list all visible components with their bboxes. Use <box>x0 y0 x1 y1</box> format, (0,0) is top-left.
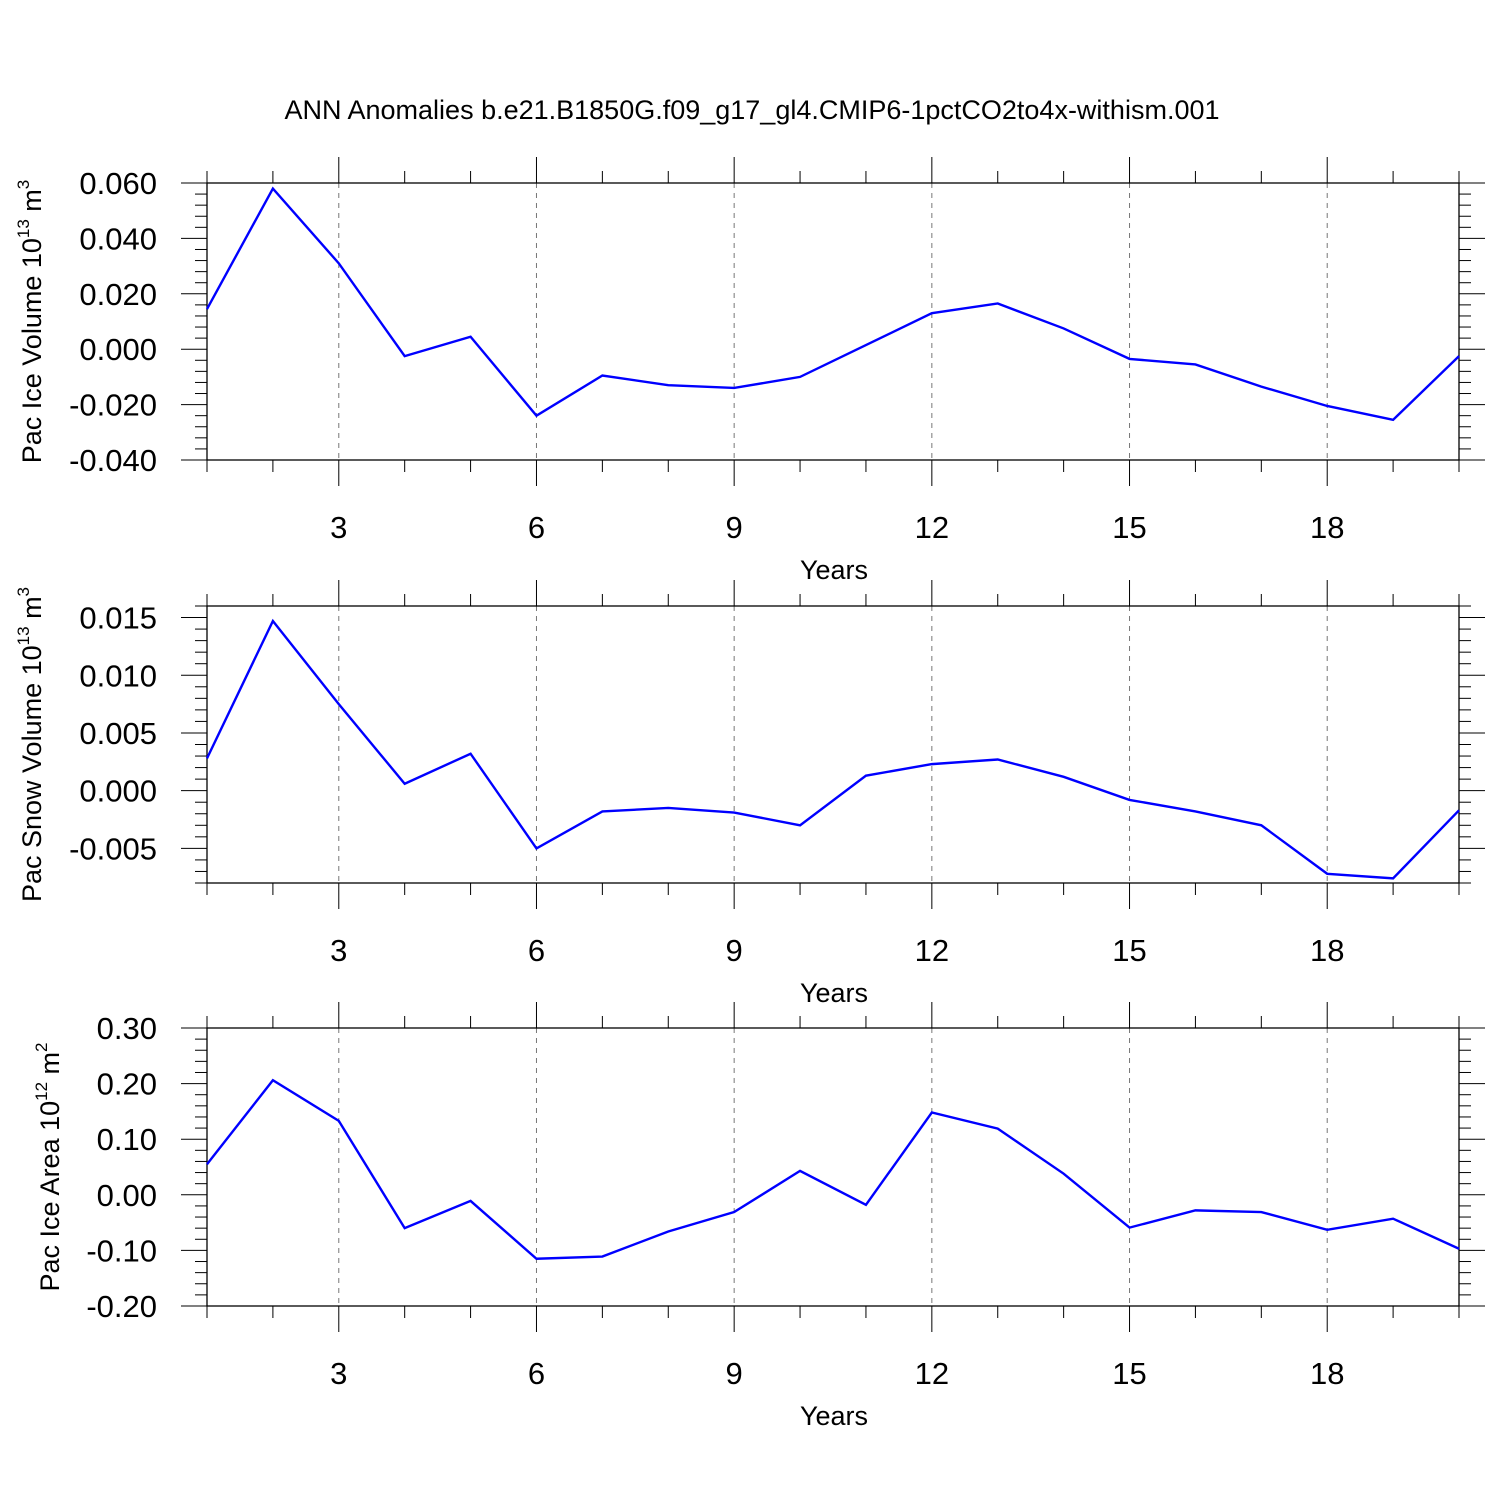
x-tick-label: 6 <box>528 510 545 545</box>
x-tick-label: 3 <box>330 1356 347 1391</box>
x-tick-label: 12 <box>915 510 949 545</box>
x-tick-label: 3 <box>330 510 347 545</box>
x-tick-label: 18 <box>1310 933 1344 968</box>
plot-frame <box>206 1027 1460 1307</box>
x-tick-label: 15 <box>1112 510 1146 545</box>
y-tick-label: -0.20 <box>86 1289 157 1324</box>
plot-frame <box>206 182 1460 461</box>
x-axis-label: Years <box>800 1401 868 1431</box>
series-line <box>206 1078 1460 1260</box>
x-tick-label: 6 <box>528 933 545 968</box>
y-tick-label: 0.00 <box>97 1178 157 1213</box>
x-axis-label: Years <box>800 555 868 585</box>
x-tick-label: 6 <box>528 1356 545 1391</box>
y-tick-label: 0.10 <box>97 1122 157 1157</box>
x-tick-label: 3 <box>330 933 347 968</box>
chart-panel-3: 3 6 9 12 15 18 -0.20 -0.10 0.00 0.10 0.20 0.30 Years… <box>32 1002 1485 1431</box>
x-tick-label: 9 <box>726 933 743 968</box>
y-tick-label: 0.30 <box>97 1011 157 1046</box>
y-tick-label: 0.005 <box>79 716 157 751</box>
x-tick-label: 15 <box>1112 1356 1146 1391</box>
x-tick-label: 12 <box>915 1356 949 1391</box>
figure-title: ANN Anomalies b.e21.B1850G.f09_g17_gl4.C… <box>284 95 1219 125</box>
y-tick-label: -0.10 <box>86 1233 157 1268</box>
chart-panel-2: 3 6 9 12 15 18 -0.005 0.000 0.005 0.010 0.015 Years… <box>14 580 1485 1008</box>
y-tick-label: -0.005 <box>69 831 157 866</box>
y-tick-label: 0.020 <box>79 277 157 312</box>
y-tick-label: 0.015 <box>79 601 157 636</box>
y-tick-label: 0.010 <box>79 658 157 693</box>
y-tick-label: 0.000 <box>79 332 157 367</box>
x-tick-label: 12 <box>915 933 949 968</box>
y-axis-label: Pac Ice Area 1012 m2 <box>32 1042 65 1291</box>
y-tick-label: -0.020 <box>69 388 157 423</box>
x-tick-label: 9 <box>726 510 743 545</box>
y-axis-label: Pac Ice Volume 1013 m3 <box>14 180 47 464</box>
y-tick-label: 0.20 <box>97 1067 157 1102</box>
series-line <box>205 618 1460 880</box>
y-tick-label: 0.000 <box>79 774 157 809</box>
x-axis-label: Years <box>800 978 868 1008</box>
x-tick-label: 18 <box>1310 510 1344 545</box>
chart-panel-1: 3 6 9 12 15 18 -0.040 -0.020 0.000 0.020 0.040 0.06… <box>14 157 1485 585</box>
series-line <box>205 186 1460 422</box>
x-tick-label: 9 <box>726 1356 743 1391</box>
y-tick-label: 0.060 <box>79 166 157 201</box>
y-axis-label: Pac Snow Volume 1013 m3 <box>14 587 47 902</box>
x-tick-label: 18 <box>1310 1356 1344 1391</box>
x-tick-label: 15 <box>1112 933 1146 968</box>
y-tick-label: 0.040 <box>79 221 157 256</box>
y-tick-label: -0.040 <box>69 443 157 478</box>
